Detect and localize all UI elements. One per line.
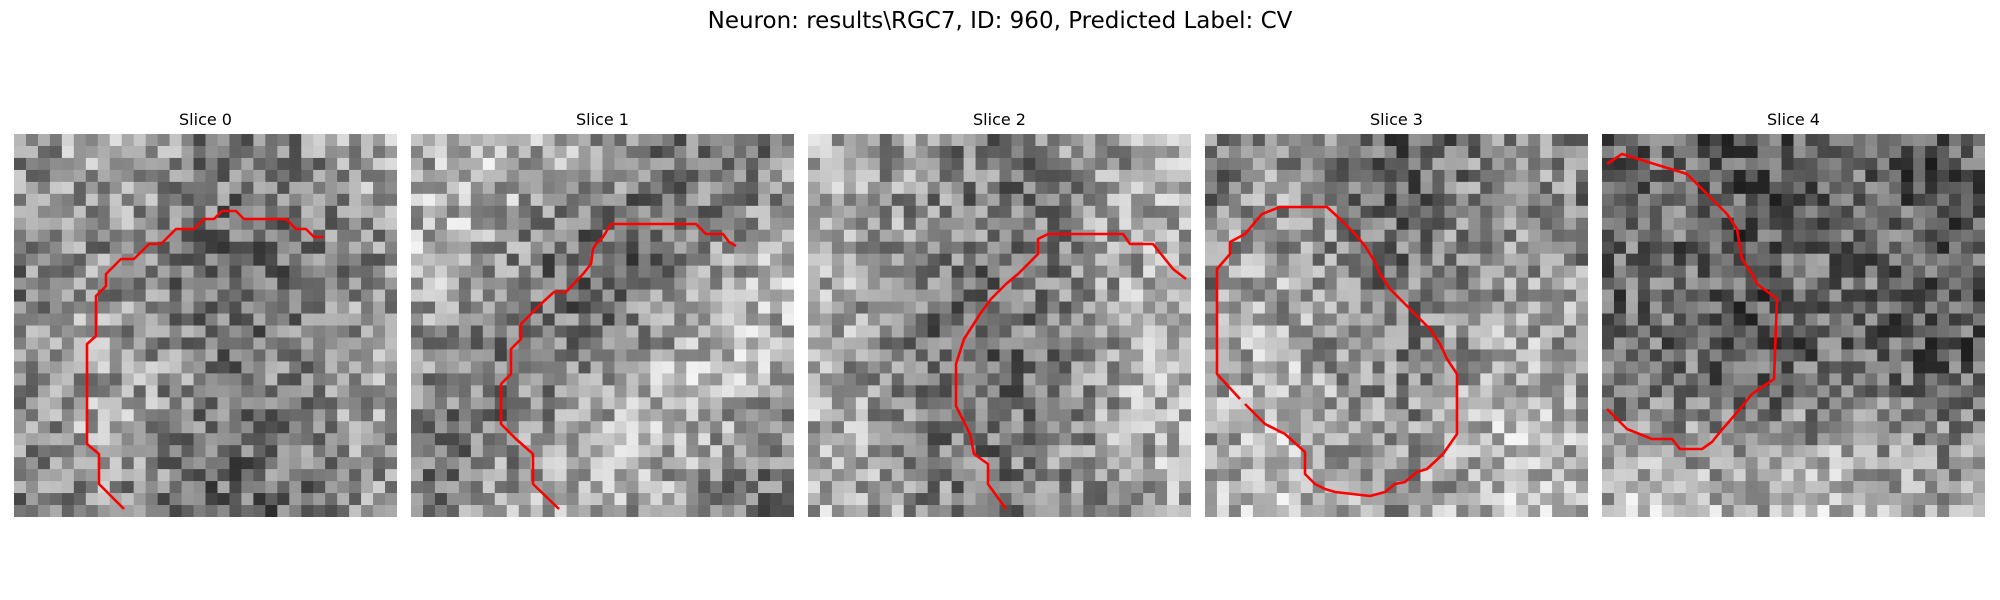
slice-panel-1: Slice 1: [411, 110, 794, 525]
slice-panel-3: Slice 3: [1205, 110, 1588, 525]
cell-contour: [954, 232, 1187, 510]
slice-title: Slice 3: [1370, 110, 1423, 129]
slice-panel-0: Slice 0: [14, 110, 397, 525]
slice-image: [1602, 134, 1985, 517]
slice-panel-2: Slice 2: [808, 110, 1191, 525]
cell-contour: [85, 209, 324, 510]
slice-panel-4: Slice 4: [1602, 110, 1985, 525]
figure-title: Neuron: results\RGC7, ID: 960, Predicted…: [707, 8, 1293, 34]
slice-title: Slice 0: [179, 110, 232, 129]
slice-title: Slice 1: [576, 110, 629, 129]
cell-contour: [499, 222, 737, 510]
slice-title: Slice 2: [973, 110, 1026, 129]
cell-contour: [1215, 205, 1459, 498]
slice-image: [1205, 134, 1588, 517]
slice-image: [14, 134, 397, 517]
slice-image: [411, 134, 794, 517]
slice-title: Slice 4: [1767, 110, 1820, 129]
slice-image: [808, 134, 1191, 517]
cell-contour: [1606, 152, 1779, 451]
